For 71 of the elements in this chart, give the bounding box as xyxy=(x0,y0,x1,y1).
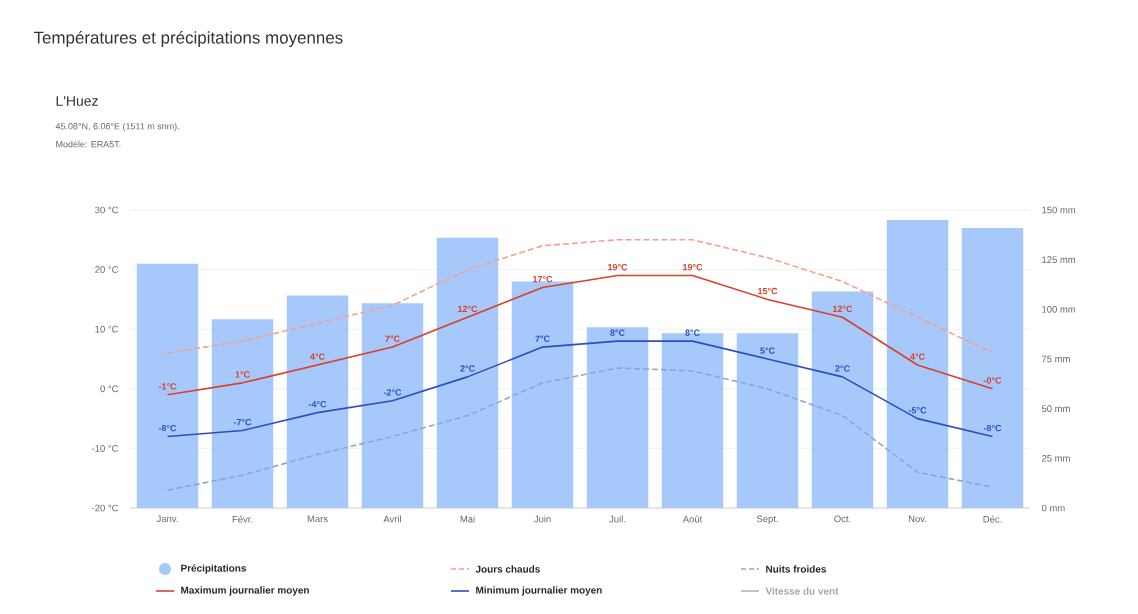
x-tick-label: Sept. xyxy=(756,515,778,525)
data-label: 5°C xyxy=(760,347,775,354)
data-label: 8°C xyxy=(685,329,700,336)
x-tick-label: Mars xyxy=(307,515,328,523)
data-label: -7°C xyxy=(233,418,252,426)
y-tick-label: 30 °C xyxy=(95,206,119,214)
data-label: 2°C xyxy=(835,365,850,372)
legend-label: Maximum journalier moyen xyxy=(181,586,309,596)
data-label: 12°C xyxy=(833,305,853,313)
chart-title: Températures et précipitations moyennes xyxy=(33,31,343,47)
x-tick-label: Juil. xyxy=(609,515,626,523)
data-label: -0°C xyxy=(983,377,1002,384)
data-label: -8°C xyxy=(983,424,1002,432)
x-tick-label: Déc. xyxy=(983,515,1002,523)
data-label: -1°C xyxy=(158,383,177,390)
bar xyxy=(286,295,349,508)
bar xyxy=(436,237,499,508)
x-tick-label: Janv. xyxy=(156,515,178,523)
bar xyxy=(886,219,949,508)
chart-subtitle: L'Huez xyxy=(56,96,98,106)
legend-label: Précipitations xyxy=(181,564,247,574)
data-label: 7°C xyxy=(535,335,550,342)
data-label: 19°C xyxy=(683,264,703,271)
x-tick-label: Nov. xyxy=(908,515,927,523)
y2-tick-label: 75 mm xyxy=(1041,355,1070,363)
data-label: -5°C xyxy=(908,407,927,414)
bar xyxy=(361,303,424,508)
data-label: -4°C xyxy=(308,401,327,408)
y2-tick-label: 0 mm xyxy=(1041,504,1065,512)
data-label: -2°C xyxy=(383,389,402,396)
y2-tick-label: 125 mm xyxy=(1042,256,1076,264)
bar xyxy=(586,327,649,508)
text: 45.08°N, 6.06°E (1511 m snm). xyxy=(55,122,179,132)
y2-tick-label: 150 mm xyxy=(1042,206,1076,214)
data-label: 15°C xyxy=(758,287,778,295)
data-label: 12°C xyxy=(458,305,478,313)
bar xyxy=(136,263,199,508)
x-tick-label: Août xyxy=(682,515,703,523)
data-label: 17°C xyxy=(533,275,553,283)
y2-tick-label: 100 mm xyxy=(1042,305,1076,313)
legend-label: Vitesse du vent xyxy=(765,587,839,595)
legend-label: Nuits froides xyxy=(766,565,827,573)
y2-tick-label: 50 mm xyxy=(1041,405,1070,413)
data-label: 4°C xyxy=(910,353,925,360)
bar xyxy=(511,281,574,508)
y-tick-label: 0 °C xyxy=(100,385,119,393)
data-label: 7°C xyxy=(385,335,400,342)
data-label: 8°C xyxy=(610,329,625,336)
y-tick-label: 20 °C xyxy=(95,266,119,273)
text: Modèle: ERA5T. xyxy=(56,140,121,148)
x-tick-label: Oct. xyxy=(834,515,851,523)
bar xyxy=(736,333,799,508)
y2-tick-label: 25 mm xyxy=(1041,454,1070,462)
bar xyxy=(961,227,1024,508)
legend-label: Jours chauds xyxy=(475,565,540,573)
data-label: 4°C xyxy=(310,353,325,360)
y-tick-label: 10 °C xyxy=(95,325,119,333)
x-tick-label: Juin xyxy=(533,515,551,523)
line-series xyxy=(166,239,994,354)
data-label: 19°C xyxy=(608,264,628,271)
legend-label: Minimum journalier moyen xyxy=(476,586,602,596)
data-label: 1°C xyxy=(235,371,250,378)
x-tick-label: Mai xyxy=(460,515,475,523)
x-tick-label: Avril xyxy=(383,515,401,523)
bar xyxy=(211,319,274,508)
y-tick-label: -20 °C xyxy=(92,504,119,512)
x-tick-label: Févr. xyxy=(232,515,253,523)
data-label: 2°C xyxy=(460,365,475,372)
data-label: -8°C xyxy=(158,424,177,432)
y-tick-label: -10 °C xyxy=(92,445,119,452)
bar xyxy=(811,291,874,508)
